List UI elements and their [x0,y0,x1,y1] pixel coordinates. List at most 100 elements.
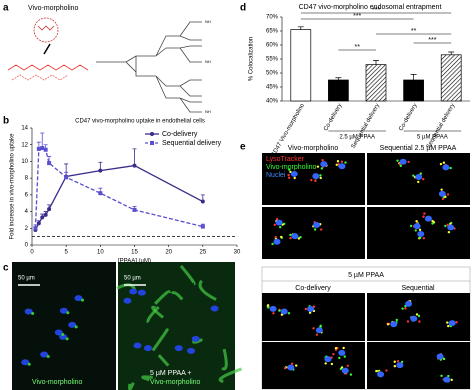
vesicle [346,364,349,367]
nucleus [442,164,450,171]
vesicle [338,356,341,360]
fiber [179,264,196,286]
error-bar [448,51,455,55]
nucleus [143,345,152,352]
x-tick-label: 10 [97,250,104,256]
vesicle [422,215,425,218]
y-tick-label: 6 [25,192,29,198]
vesicle [399,164,403,168]
marker [43,212,48,217]
significance-label: *** [353,13,361,20]
vesicle [375,369,378,373]
panel-label: e [240,142,246,153]
vesicle [273,223,276,227]
nucleus [269,305,277,312]
error-bar [132,148,137,166]
significance-label: *** [372,7,380,14]
nucleus [59,333,68,340]
scale-bar-label: 50 µm [124,276,141,282]
vesicle [283,366,287,370]
nucleus [129,288,138,295]
nucleus [338,163,346,170]
vesicle [418,320,421,323]
vesicle [278,309,281,312]
vesicle [395,318,399,322]
vesicle [442,357,446,361]
vesicle [65,337,69,341]
vesicle [289,233,292,237]
svg-text:NH: NH [205,19,211,24]
vesicle [308,311,312,314]
vesicle [401,307,404,310]
fiber [221,348,228,371]
vesicle [289,170,292,174]
vesicle [409,224,413,228]
vesicle [295,364,298,367]
x-tick-label: 30 [234,250,241,256]
y-axis-label: % Colocalization [249,37,255,81]
vesicle [66,311,70,315]
error-bar [373,60,379,65]
nucleus [315,327,323,334]
y-tick-label: 0 [25,243,29,249]
vesicle [335,163,338,166]
marker [40,215,45,220]
micrograph [367,342,470,389]
vesicle [418,228,422,232]
marker [98,191,103,196]
vesicle [293,176,296,180]
vesicle [343,355,346,358]
vesicle [287,176,291,179]
x-tick-label: 25 [199,250,206,256]
vesicle [340,160,344,163]
vesicle [417,314,421,318]
vesicle [279,226,282,229]
vesicle [415,313,419,316]
marker [40,146,45,151]
y-tick-label: 40% [266,99,279,105]
nucleus [137,289,146,296]
nucleus [133,342,142,349]
vesicle [419,172,423,175]
vesicle [439,162,443,166]
vesicle [342,346,345,350]
vesicle [414,229,418,232]
fiber [198,279,217,301]
vesicle [319,176,322,180]
y-tick-label: 50% [266,71,279,77]
micrograph [262,342,365,389]
y-tick-label: 55% [266,57,279,63]
vesicle [386,323,390,326]
y-tick-label: 8 [25,176,29,182]
nucleus [313,222,321,229]
vesicle [404,307,407,310]
vesicle [447,374,450,378]
vesicle [290,362,294,365]
vesicle [431,219,434,223]
x-axis-label: [PPAA] (µM) [118,259,151,265]
molecule-title: Vivo-morpholino [28,5,79,12]
vesicle [406,320,410,323]
vesicle [336,160,340,163]
nucleus [312,173,320,180]
cell-layer [21,264,243,390]
legend-label: LysoTracker [266,156,305,163]
marker [47,207,52,212]
micrograph [262,293,365,341]
vesicle [417,180,420,184]
column-header: Sequential 2.5 µM PPAA [380,145,457,152]
y-axis-label: Fold increase in vivo-morpholino uptake [10,133,16,240]
nucleus [447,224,455,231]
nucleus [396,362,404,369]
column-header: Vivo-morpholino [288,145,339,152]
vesicle [271,242,274,246]
nucleus [324,356,332,363]
vesicle [275,217,279,221]
vesicle [449,166,452,170]
legend-marker [150,132,154,136]
vesicle [61,333,65,337]
marker [47,161,52,166]
error-bar [297,26,304,30]
vesicle [447,324,450,328]
